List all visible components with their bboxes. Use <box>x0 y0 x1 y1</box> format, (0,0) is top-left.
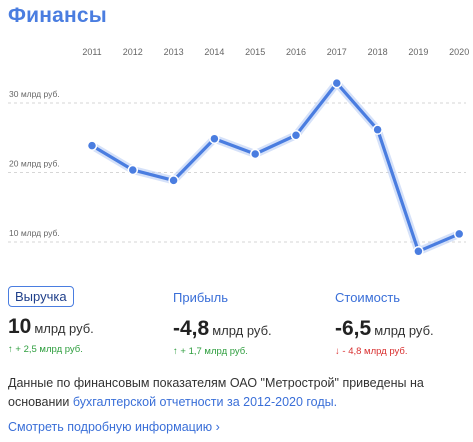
metric-profit-number: -4,8 <box>173 317 210 340</box>
metric-profit-value: -4,8 млрд руб. <box>173 317 272 341</box>
y-tick-label: 10 млрд руб. <box>9 228 60 238</box>
data-point <box>249 148 261 160</box>
data-point <box>372 124 383 135</box>
series-line-glow <box>88 79 464 256</box>
page-title: Финансы <box>8 4 107 27</box>
metrics-row: Выручка 10 млрд руб. ↑ + 2,5 млрд руб. Пр… <box>0 286 473 366</box>
more-info-label: Смотреть подробную информацию <box>8 420 213 434</box>
metric-revenue-label[interactable]: Выручка <box>8 286 74 307</box>
y-tick-label: 30 млрд руб. <box>9 89 60 99</box>
metric-profit-label[interactable]: Прибыль <box>173 290 228 305</box>
x-tick-label: 2017 <box>327 47 347 57</box>
x-tick-label: 2013 <box>164 47 184 57</box>
data-point <box>127 164 139 176</box>
x-tick-label: 2018 <box>368 47 388 57</box>
metric-value-cost[interactable]: Стоимость -6,5 млрд руб. ↓ - 4,8 млрд руб… <box>335 286 434 357</box>
x-tick-label: 2019 <box>408 47 428 57</box>
x-tick-label: 2015 <box>245 47 265 57</box>
metric-revenue[interactable]: Выручка 10 млрд руб. ↑ + 2,5 млрд руб. <box>8 286 94 355</box>
metric-cost-value: -6,5 млрд руб. <box>335 317 434 341</box>
data-point <box>290 129 302 141</box>
data-point <box>86 140 98 151</box>
metric-revenue-change: ↑ + 2,5 млрд руб. <box>8 344 94 355</box>
series-line <box>90 81 461 253</box>
data-point <box>453 228 465 240</box>
arrow-up-icon: ↑ <box>173 346 178 357</box>
metric-cost-number: -6,5 <box>335 317 372 340</box>
metric-profit[interactable]: Прибыль -4,8 млрд руб. ↑ + 1,7 млрд руб. <box>173 286 272 357</box>
metric-cost-unit: млрд руб. <box>374 323 434 338</box>
source-note: Данные по финансовым показателям ОАО "Ме… <box>8 374 463 412</box>
data-point <box>331 77 343 89</box>
data-point <box>209 133 220 144</box>
data-point <box>413 246 424 257</box>
metric-profit-change: ↑ + 1,7 млрд руб. <box>173 346 272 357</box>
x-tick-label: 2016 <box>286 47 306 57</box>
metric-cost-change: ↓ - 4,8 млрд руб. <box>335 346 434 357</box>
metric-revenue-number: 10 <box>8 315 32 338</box>
x-tick-label: 2020 <box>449 47 469 57</box>
metric-revenue-value: 10 млрд руб. <box>8 315 94 339</box>
metric-profit-unit: млрд руб. <box>212 323 272 338</box>
source-note-link[interactable]: бухгалтерской отчетности за 2012-2020 го… <box>72 395 338 409</box>
metric-cost-change-text: - 4,8 млрд руб. <box>342 346 408 357</box>
metric-revenue-unit: млрд руб. <box>34 321 94 336</box>
source-note-text: Данные по финансовым показателям ОАО "Ме… <box>8 376 424 409</box>
more-info-link[interactable]: Смотреть подробную информацию › <box>8 420 220 434</box>
y-tick-label: 20 млрд руб. <box>9 159 60 169</box>
finance-line-chart: 10 млрд руб. 20 млрд руб. 30 млрд руб. 2011… <box>8 47 469 257</box>
chevron-right-icon: › <box>215 420 220 434</box>
arrow-up-icon: ↑ <box>8 344 13 355</box>
x-tick-label: 2011 <box>82 47 101 57</box>
x-tick-label: 2014 <box>204 47 224 57</box>
arrow-down-icon: ↓ <box>335 346 340 357</box>
metric-revenue-change-text: + 2,5 млрд руб. <box>15 344 83 355</box>
x-tick-label: 2012 <box>123 47 143 57</box>
metric-cost-label[interactable]: Стоимость <box>335 290 401 305</box>
metric-profit-change-text: + 1,7 млрд руб. <box>180 346 248 357</box>
data-point <box>168 175 179 186</box>
